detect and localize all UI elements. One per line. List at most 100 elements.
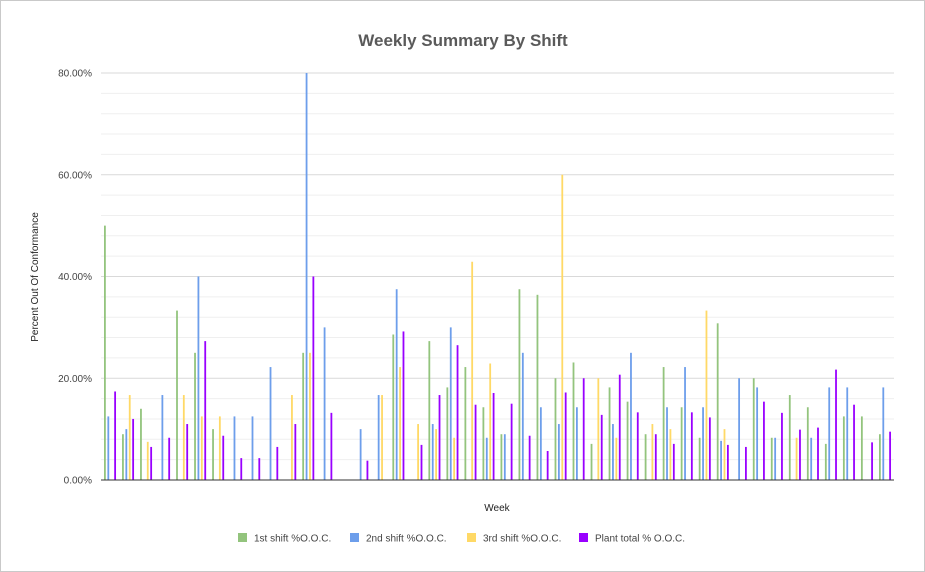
bar-series2-week34 xyxy=(702,407,704,480)
bar-series1-week17 xyxy=(392,334,395,480)
bar-series2-week38 xyxy=(774,437,777,480)
legend-item: 1st shift %O.O.C. xyxy=(238,533,331,545)
bar-series4-week1 xyxy=(114,391,117,480)
bar-series2-week37 xyxy=(756,387,759,480)
grid-layer xyxy=(101,72,894,461)
bar-series3-week3 xyxy=(146,441,149,480)
bar-series4-week27 xyxy=(582,378,585,480)
bar-series4-week33 xyxy=(690,412,693,480)
bar-series1-week2 xyxy=(122,434,124,480)
bar-series1-week7 xyxy=(212,429,214,480)
y-tick-label: 40.00% xyxy=(58,272,92,283)
bar-series1-week42 xyxy=(842,416,845,480)
bar-series4-week36 xyxy=(745,446,747,480)
bar-series1-week19 xyxy=(428,341,431,480)
bar-series1-week24 xyxy=(518,289,521,480)
bar-series4-week34 xyxy=(708,417,711,480)
y-tick-label: 0.00% xyxy=(64,476,92,487)
bar-series4-week13 xyxy=(330,412,333,480)
bar-series4-week23 xyxy=(510,403,513,480)
bar-series4-week7 xyxy=(222,435,225,480)
bar-series2-week26 xyxy=(557,424,560,480)
legend-label: 1st shift %O.O.C. xyxy=(254,534,331,545)
bar-series4-week39 xyxy=(799,429,801,480)
bar-series3-week31 xyxy=(651,424,654,480)
bar-series2-week8 xyxy=(233,416,236,480)
bar-series2-week12 xyxy=(305,73,308,480)
bar-series1-week41 xyxy=(824,443,827,480)
bar-series3-week11 xyxy=(291,395,293,480)
bar-series4-week30 xyxy=(636,412,639,480)
bar-series2-week40 xyxy=(810,437,813,480)
bar-series2-week24 xyxy=(521,352,524,480)
legend-item: Plant total % O.O.C. xyxy=(579,533,685,545)
bar-series4-week2 xyxy=(132,418,135,480)
y-tick-label: 60.00% xyxy=(58,170,92,181)
bar-series1-week22 xyxy=(482,407,485,480)
bar-series1-week20 xyxy=(446,387,449,480)
bar-series3-week28 xyxy=(597,378,600,480)
bar-series1-week35 xyxy=(716,323,719,480)
bar-series2-week19 xyxy=(431,424,434,480)
bar-series4-week15 xyxy=(366,460,369,480)
bar-series1-week30 xyxy=(626,401,629,480)
bar-series2-week33 xyxy=(684,367,686,480)
bar-series4-week25 xyxy=(546,451,549,480)
bar-series2-week10 xyxy=(269,367,272,480)
bar-series2-week1 xyxy=(107,416,110,480)
bar-series4-week11 xyxy=(294,424,297,480)
legend-swatch xyxy=(579,533,588,542)
bar-series4-week22 xyxy=(492,393,495,480)
bar-series4-week29 xyxy=(618,374,621,480)
legend-item: 3rd shift %O.O.C. xyxy=(467,533,561,545)
bar-series2-week22 xyxy=(485,437,488,480)
bar-series1-week25 xyxy=(536,294,539,480)
bar-series2-week30 xyxy=(630,352,632,480)
bar-series4-week31 xyxy=(654,434,657,480)
bar-series1-week27 xyxy=(572,362,575,480)
bar-series1-week23 xyxy=(500,434,503,480)
bar-series3-week35 xyxy=(723,429,726,480)
bar-series4-week37 xyxy=(763,401,765,480)
bar-series3-week22 xyxy=(489,363,492,480)
bar-series2-week9 xyxy=(251,416,254,480)
bar-series4-week19 xyxy=(438,395,441,480)
bar-series2-week4 xyxy=(161,395,164,480)
bar-series4-week38 xyxy=(781,412,783,480)
bar-series3-week17 xyxy=(399,367,401,480)
bar-series4-week17 xyxy=(402,331,405,480)
bar-series3-week19 xyxy=(435,429,438,480)
bar-series4-week8 xyxy=(240,458,243,480)
legend-label: 3rd shift %O.O.C. xyxy=(483,534,561,545)
bar-series2-week41 xyxy=(828,387,831,480)
bar-series4-week9 xyxy=(258,458,261,480)
bar-series4-week28 xyxy=(600,414,603,480)
bar-series1-week39 xyxy=(788,395,791,480)
bar-series3-week5 xyxy=(182,395,185,480)
y-tick-label: 80.00% xyxy=(58,69,92,80)
bar-series1-week26 xyxy=(554,378,557,480)
bar-series1-week1 xyxy=(104,225,106,480)
bar-series1-week29 xyxy=(608,387,611,480)
bar-series1-week37 xyxy=(752,378,755,480)
bar-series4-week4 xyxy=(168,437,171,480)
bar-series1-week33 xyxy=(680,407,683,480)
legend-item: 2nd shift %O.O.C. xyxy=(350,533,447,545)
axis-layer: 0.00% 20.00% 40.00% 60.00% 80.00% xyxy=(58,69,894,487)
bar-series3-week39 xyxy=(795,437,798,480)
bar-series4-week24 xyxy=(528,435,531,480)
legend-swatch xyxy=(238,533,247,542)
bar-series1-week40 xyxy=(806,407,809,480)
chart-title: Weekly Summary By Shift xyxy=(358,31,568,50)
bar-series4-week21 xyxy=(474,404,477,480)
bar-series4-week35 xyxy=(726,444,729,480)
bar-series4-week10 xyxy=(276,446,279,480)
bar-series3-week18 xyxy=(417,424,419,480)
legend-swatch xyxy=(467,533,476,542)
legend: 1st shift %O.O.C. 2nd shift %O.O.C. 3rd sh… xyxy=(238,533,685,545)
legend-swatch xyxy=(350,533,359,542)
bar-series4-week3 xyxy=(150,446,153,480)
bar-series1-week43 xyxy=(860,416,863,480)
